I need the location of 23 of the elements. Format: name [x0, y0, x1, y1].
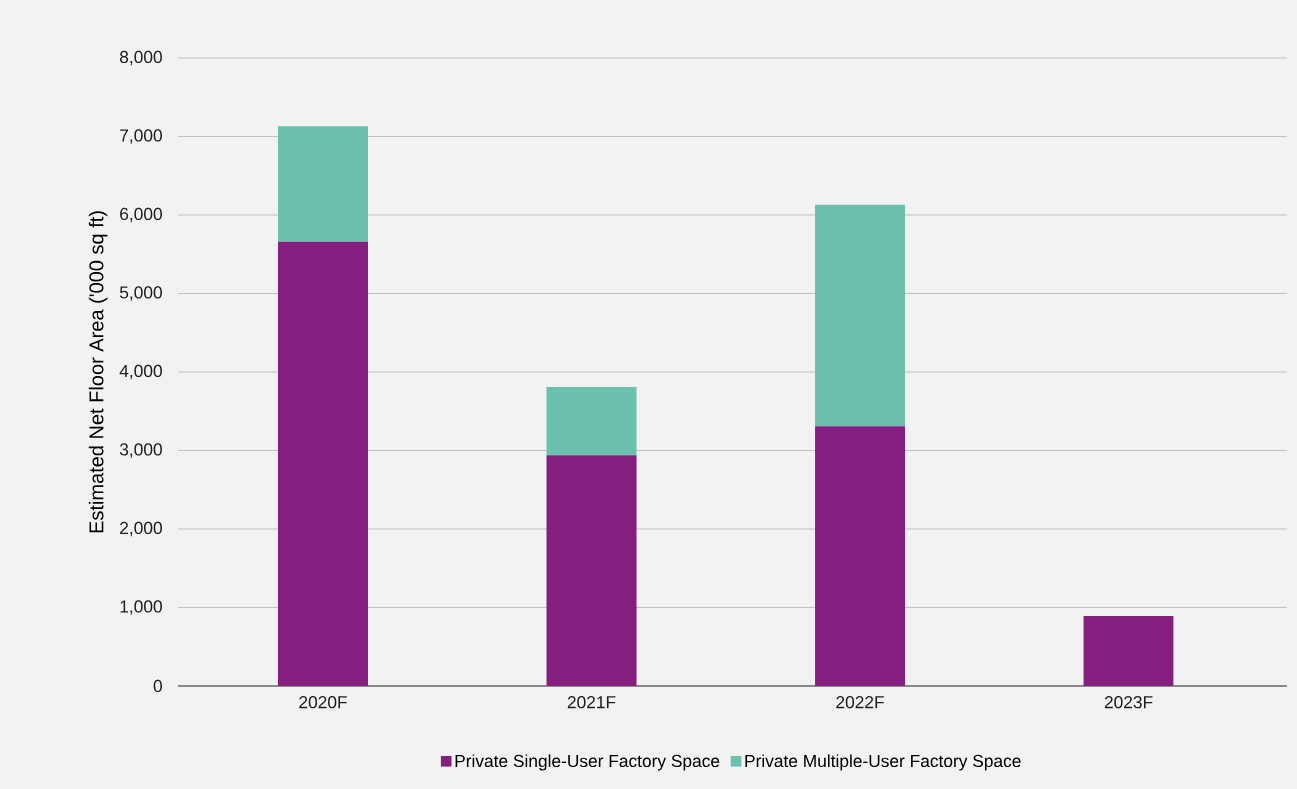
y-tick-label: 0 — [153, 679, 162, 693]
x-tick-label: 2020F — [299, 696, 347, 709]
y-tick-label: 8,000 — [120, 50, 162, 66]
y-tick-label: 1,000 — [120, 600, 162, 615]
y-tick-label: 6,000 — [120, 207, 162, 223]
bar — [278, 241, 369, 686]
y-tick-label: 5,000 — [119, 286, 162, 301]
x-tick-label: 2022F — [836, 696, 884, 709]
y-tick-label: 2,000 — [120, 521, 162, 537]
bar — [278, 126, 369, 242]
legend-label: Private Multiple-User Factory Space — [745, 754, 1021, 771]
bar — [815, 426, 906, 686]
y-axis-title: Estimated Net Floor Area ('000 sq ft) — [88, 211, 108, 533]
legend-label: Private Single-User Factory Space — [455, 754, 720, 771]
y-tick-label: 4,000 — [119, 364, 162, 380]
bar — [815, 204, 906, 427]
x-tick-label: 2021F — [567, 696, 616, 709]
bar — [546, 386, 637, 456]
x-tick-label: 2023F — [1104, 696, 1153, 709]
bar — [1083, 616, 1174, 686]
y-tick-label: 7,000 — [120, 129, 162, 144]
y-tick-label: 3,000 — [119, 443, 162, 458]
bar — [546, 455, 637, 686]
